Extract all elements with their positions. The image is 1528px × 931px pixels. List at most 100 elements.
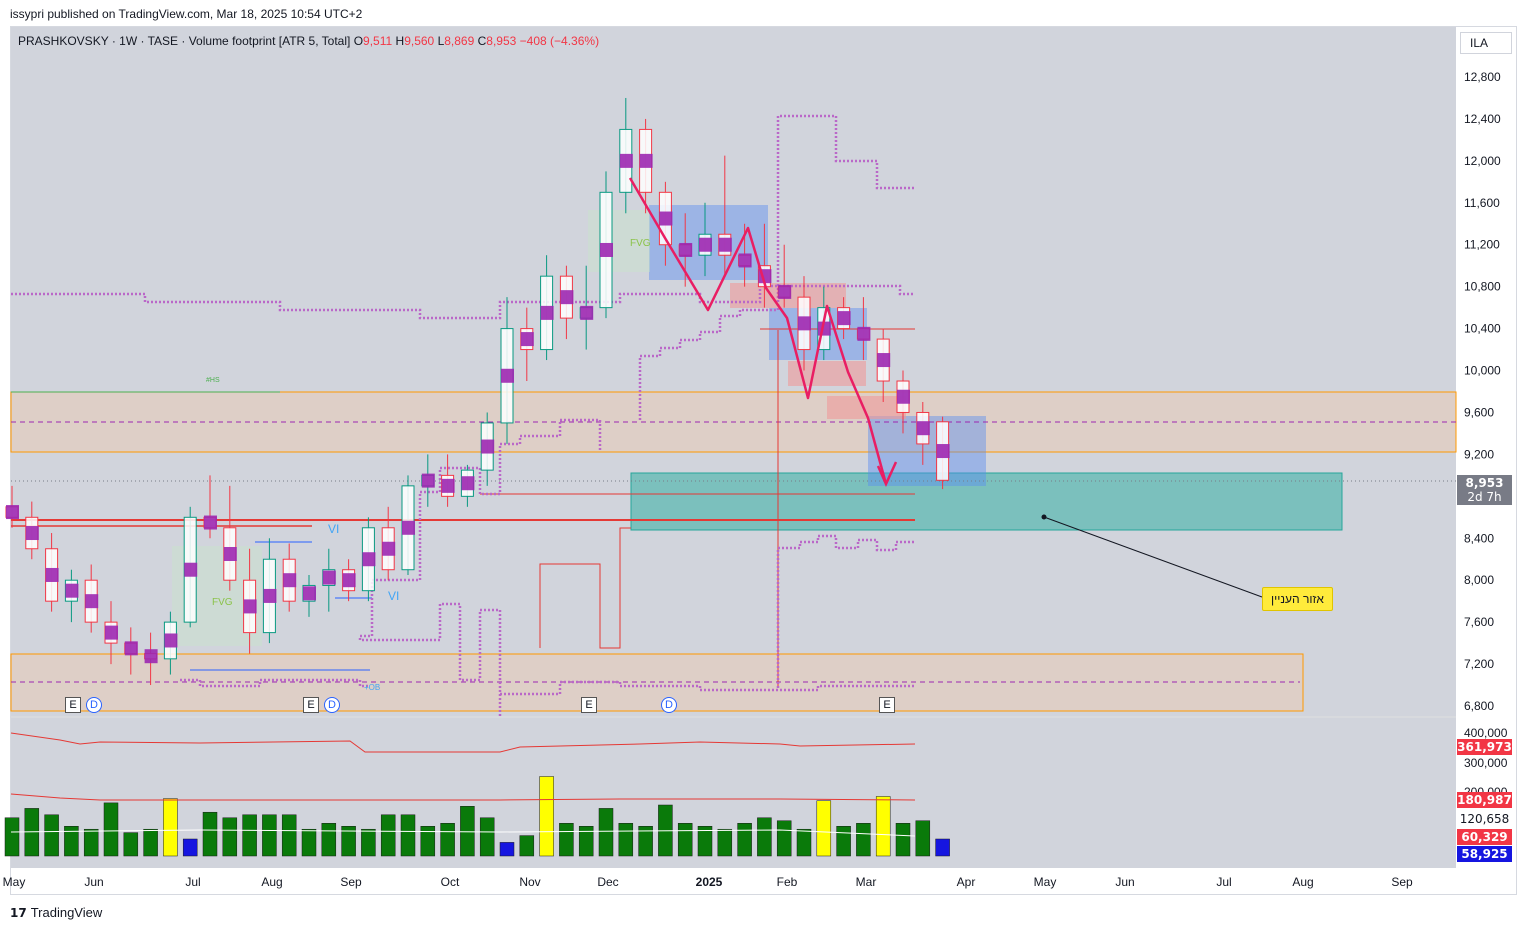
footprint-poc <box>461 476 475 491</box>
legend-high: 9,560 <box>404 34 435 48</box>
price-tick-label: 6,800 <box>1464 699 1494 713</box>
legend-h-label: H <box>395 34 405 48</box>
earnings-event-marker[interactable]: E <box>581 697 597 713</box>
legend-symbol: PRASHKOVSKY · 1W · TASE · Volume footpri… <box>18 34 351 48</box>
legend-open: 9,511 <box>363 34 393 48</box>
price-tick-label: 7,200 <box>1464 657 1494 671</box>
footprint-poc <box>243 599 257 614</box>
legend-change: −408 (−4.36%) <box>519 34 600 48</box>
footprint-poc <box>263 588 277 603</box>
volume-bar <box>618 823 634 857</box>
footprint-poc <box>421 473 435 488</box>
legend-l-label: L <box>437 34 445 48</box>
price-tick-label: 10,800 <box>1464 280 1501 294</box>
zigzag-arrowhead <box>876 461 898 488</box>
footprint-poc <box>303 586 316 601</box>
footprint-poc <box>25 526 39 541</box>
earnings-event-marker[interactable]: E <box>65 697 81 713</box>
volume-bar <box>737 823 752 857</box>
volume-bar <box>757 817 772 857</box>
volume-bar <box>816 800 832 857</box>
footprint-poc <box>85 594 99 609</box>
footprint-poc <box>699 237 712 252</box>
volume-bar <box>143 828 158 857</box>
volume-bar <box>677 823 693 857</box>
volume-bar <box>341 826 356 857</box>
time-tick-label: Sep <box>340 875 362 889</box>
footprint-poc <box>877 353 891 368</box>
tradingview-logo: 17 <box>10 906 27 920</box>
footprint-poc <box>223 546 237 561</box>
currency-button[interactable]: ILA <box>1460 32 1512 54</box>
footprint-poc <box>540 305 554 320</box>
volume-bar <box>856 823 871 857</box>
footprint-poc <box>164 633 178 648</box>
dividend-event-marker[interactable]: D <box>86 697 102 713</box>
time-tick-label: Apr <box>957 875 976 889</box>
volume-bar <box>103 802 119 857</box>
publish-info: issypri published on TradingView.com, Ma… <box>10 7 363 21</box>
time-tick-label: May <box>3 875 26 889</box>
time-tick-label: Aug <box>261 875 282 889</box>
footprint-poc <box>857 326 871 341</box>
volume-bar <box>83 828 99 857</box>
earnings-event-marker[interactable]: E <box>303 697 319 713</box>
footprint-poc <box>184 562 198 577</box>
time-tick-label: 2025 <box>696 875 723 889</box>
footprint-poc <box>520 332 534 347</box>
footprint-poc <box>718 237 732 252</box>
volume-bar <box>836 826 851 857</box>
earnings-event-marker[interactable]: E <box>879 697 895 713</box>
volume-bar <box>697 826 713 857</box>
price-tick-label: 10,400 <box>1464 322 1501 336</box>
volume-bar <box>301 828 317 857</box>
price-tick-label: 11,200 <box>1464 238 1500 252</box>
footprint-poc <box>6 505 19 520</box>
tradingview-footer[interactable]: 17 TradingView <box>10 905 102 920</box>
volume-tick-label: 300,000 <box>1464 756 1508 770</box>
dividend-event-marker[interactable]: D <box>661 697 677 713</box>
volume-ma-line-top <box>10 732 916 753</box>
volume-bar <box>875 796 891 857</box>
volume-bar <box>499 842 515 857</box>
footprint-poc <box>441 478 455 493</box>
footprint-poc <box>837 311 851 326</box>
dividend-event-marker[interactable]: D <box>324 697 340 713</box>
price-tick-label: 12,800 <box>1464 70 1501 84</box>
price-tick-label: 11,600 <box>1464 196 1500 210</box>
interest-zone <box>630 472 1343 531</box>
tradingview-brand: TradingView <box>30 905 103 920</box>
time-tick-label: Aug <box>1292 875 1313 889</box>
footprint-poc <box>481 439 495 454</box>
volume-last-tag: 58,925 <box>1457 846 1512 862</box>
time-tick-label: Mar <box>856 875 877 889</box>
volume-bar <box>420 826 436 857</box>
footprint-poc <box>897 389 910 404</box>
volume-bar <box>935 838 950 857</box>
volume-bar <box>915 820 931 857</box>
footprint-poc <box>342 573 356 588</box>
price-tick-label: 8,400 <box>1464 531 1494 545</box>
volume-bar <box>202 811 218 857</box>
chart-label-hs: #HS <box>206 377 220 384</box>
volume-tick-label: 400,000 <box>1464 726 1508 740</box>
footprint-poc <box>916 421 930 436</box>
volume-bar <box>460 806 475 857</box>
footprint-poc <box>124 641 138 656</box>
volume-bar <box>44 814 59 857</box>
countdown-tag: 2d 7h <box>1457 489 1512 505</box>
volume-ma-line-mid <box>10 793 916 801</box>
chart-label-vi1: VI <box>328 522 339 536</box>
price-tick-label: 9,200 <box>1464 447 1494 461</box>
footprint-poc <box>322 570 336 585</box>
volume-bar <box>4 817 20 857</box>
legend-o-label: O <box>353 34 364 48</box>
chart-frame[interactable] <box>10 26 1517 895</box>
footprint-poc <box>798 316 811 331</box>
volume-bar <box>638 826 653 857</box>
annotation-note[interactable]: אזור העניין <box>1262 587 1333 611</box>
time-tick-label: Feb <box>777 875 798 889</box>
price-tick-label: 10,000 <box>1464 364 1501 378</box>
pattern-zigzag <box>628 177 888 485</box>
